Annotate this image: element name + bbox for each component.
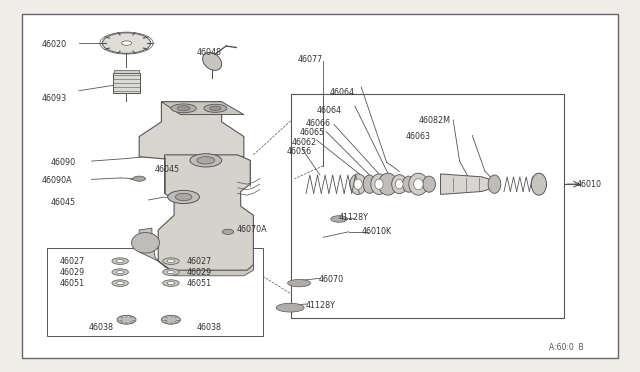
Ellipse shape xyxy=(392,174,407,194)
Ellipse shape xyxy=(167,282,175,285)
Text: 46027: 46027 xyxy=(187,257,212,266)
Text: 46029: 46029 xyxy=(187,267,212,277)
Ellipse shape xyxy=(116,260,124,263)
Text: 46045: 46045 xyxy=(155,165,180,174)
Text: 46038: 46038 xyxy=(196,323,221,331)
Text: 46045: 46045 xyxy=(51,198,76,207)
Text: 46062: 46062 xyxy=(291,138,317,147)
Ellipse shape xyxy=(203,52,221,70)
Polygon shape xyxy=(139,102,244,160)
Ellipse shape xyxy=(168,190,200,203)
Ellipse shape xyxy=(350,174,366,195)
Text: 46020: 46020 xyxy=(42,41,67,49)
Ellipse shape xyxy=(488,175,501,193)
Text: 46038: 46038 xyxy=(88,323,113,331)
Ellipse shape xyxy=(331,216,348,222)
Ellipse shape xyxy=(133,176,145,181)
Text: 46051: 46051 xyxy=(187,279,212,288)
Ellipse shape xyxy=(161,315,180,324)
Ellipse shape xyxy=(354,179,362,189)
Ellipse shape xyxy=(287,279,310,287)
Ellipse shape xyxy=(163,258,179,264)
Polygon shape xyxy=(139,228,171,270)
Bar xyxy=(291,94,564,318)
Ellipse shape xyxy=(116,271,124,273)
Text: 46065: 46065 xyxy=(300,128,325,137)
Text: A:60:0  B: A:60:0 B xyxy=(548,343,583,352)
Text: 46063: 46063 xyxy=(406,132,431,141)
Ellipse shape xyxy=(375,179,383,189)
Text: 46048: 46048 xyxy=(196,48,221,57)
Ellipse shape xyxy=(204,104,227,112)
Polygon shape xyxy=(440,174,492,195)
Bar xyxy=(115,70,138,73)
Polygon shape xyxy=(161,102,244,115)
Polygon shape xyxy=(164,265,253,276)
Text: 46064: 46064 xyxy=(317,106,342,115)
Ellipse shape xyxy=(423,176,435,192)
Text: 46056: 46056 xyxy=(287,147,312,156)
Ellipse shape xyxy=(371,174,387,195)
Ellipse shape xyxy=(122,41,132,45)
Ellipse shape xyxy=(132,232,159,253)
Text: 46070A: 46070A xyxy=(236,225,267,234)
Text: 46051: 46051 xyxy=(60,279,85,288)
Bar xyxy=(47,248,263,336)
Text: 46090: 46090 xyxy=(51,158,76,167)
Ellipse shape xyxy=(177,106,190,111)
Text: 41128Y: 41128Y xyxy=(306,301,336,310)
Ellipse shape xyxy=(163,269,179,275)
Text: 46090A: 46090A xyxy=(42,176,73,185)
Text: 46077: 46077 xyxy=(298,55,323,64)
Text: 46070: 46070 xyxy=(319,275,344,284)
Text: 46010: 46010 xyxy=(577,180,602,189)
Ellipse shape xyxy=(531,173,547,195)
Text: 41128Y: 41128Y xyxy=(339,213,369,222)
Text: 46066: 46066 xyxy=(306,119,331,128)
Bar xyxy=(113,73,140,93)
Ellipse shape xyxy=(363,175,376,193)
Ellipse shape xyxy=(409,173,428,195)
Text: 46064: 46064 xyxy=(330,88,355,97)
Ellipse shape xyxy=(117,315,136,324)
Text: 46093: 46093 xyxy=(42,93,67,103)
Text: 46010K: 46010K xyxy=(361,227,392,236)
Ellipse shape xyxy=(190,154,221,167)
Ellipse shape xyxy=(112,280,129,286)
Ellipse shape xyxy=(167,260,175,263)
Ellipse shape xyxy=(175,193,192,201)
Ellipse shape xyxy=(378,173,397,195)
Ellipse shape xyxy=(276,303,304,312)
Ellipse shape xyxy=(197,157,214,164)
Ellipse shape xyxy=(396,179,403,189)
Ellipse shape xyxy=(167,271,175,273)
Ellipse shape xyxy=(403,176,415,192)
Text: 46029: 46029 xyxy=(60,267,85,277)
Text: 46027: 46027 xyxy=(60,257,85,266)
Ellipse shape xyxy=(163,280,179,286)
Ellipse shape xyxy=(210,106,221,110)
Ellipse shape xyxy=(413,179,423,190)
Polygon shape xyxy=(158,155,253,270)
Ellipse shape xyxy=(116,282,124,285)
Ellipse shape xyxy=(102,33,150,53)
Ellipse shape xyxy=(222,229,234,234)
Ellipse shape xyxy=(112,258,129,264)
Ellipse shape xyxy=(112,269,129,275)
Ellipse shape xyxy=(171,104,196,113)
Text: 46082M: 46082M xyxy=(419,116,451,125)
